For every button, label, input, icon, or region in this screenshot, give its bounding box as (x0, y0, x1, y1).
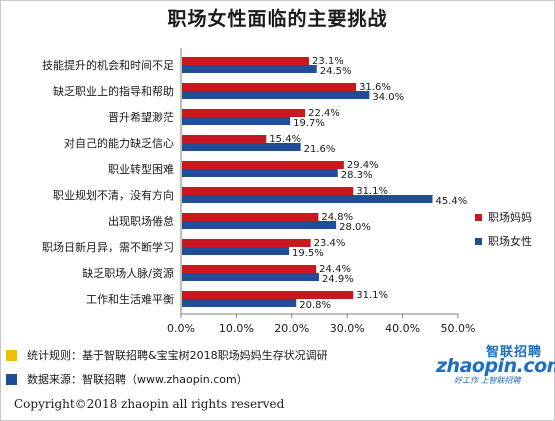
category-label: 晋升希望渺茫 (108, 110, 174, 124)
data-label-mothers: 22.4% (308, 108, 340, 119)
data-label-women: 21.6% (304, 144, 336, 155)
data-label-mothers: 24.8% (321, 212, 353, 223)
x-tick-label: 0.0% (167, 322, 195, 335)
bar-women (182, 195, 433, 203)
x-tick-label: 30.0% (330, 322, 365, 335)
category-label: 职业转型困难 (108, 162, 174, 176)
footnote-source: 数据来源：智联招聘（www.zhaopin.com） (6, 370, 328, 388)
data-label-mothers: 31.6% (359, 82, 391, 93)
data-label-mothers: 23.1% (312, 56, 344, 67)
bar-women (182, 273, 319, 281)
bar-mothers (182, 291, 354, 299)
data-label-women: 28.0% (339, 222, 371, 233)
bar-women (182, 143, 301, 151)
category-label: 对自己的能力缺乏信心 (64, 136, 174, 150)
bar-mothers (182, 187, 354, 195)
zhaopin-logo: 智联招聘 zhaopin.com 好工作 上智联招聘 (436, 341, 555, 387)
legend-item-women: 职场女性 (475, 233, 532, 249)
data-label-mothers: 15.4% (269, 134, 301, 145)
footnotes: 统计规则：基于智联招聘&宝宝树2018职场妈妈生存状况调研 数据来源：智联招聘（… (6, 346, 328, 394)
logo-slogan: 好工作 上智联招聘 (454, 376, 521, 385)
category-label: 工作和生活难平衡 (86, 292, 174, 306)
data-label-women: 19.5% (292, 248, 324, 259)
data-label-women: 19.7% (293, 118, 325, 129)
x-tick-label: 10.0% (219, 322, 254, 335)
data-label-women: 20.8% (299, 300, 331, 311)
data-label-women: 28.3% (341, 170, 373, 181)
data-label-women: 24.5% (320, 66, 352, 77)
bar-women (182, 65, 317, 73)
bar-chart: 0.0% 10.0% 20.0% 30.0% 40.0% 50.0% 技能提升的机会和时间不… (42, 48, 476, 335)
footnote-source-text: 数据来源：智联招聘（www.zhaopin.com） (27, 373, 248, 386)
data-label-mothers: 24.4% (319, 264, 351, 275)
bar-women (182, 169, 338, 177)
category-label: 职场日新月异，需不断学习 (42, 240, 174, 254)
blue-square-icon (6, 373, 17, 385)
x-tick-label: 50.0% (441, 322, 476, 335)
data-label-mothers: 31.1% (356, 186, 388, 197)
category-label: 职业规划不清，没有方向 (53, 188, 174, 202)
legend-label-mothers: 职场妈妈 (488, 211, 532, 224)
bar-women (182, 247, 290, 255)
data-label-mothers: 23.4% (314, 238, 346, 249)
legend-item-mothers: 职场妈妈 (475, 209, 532, 225)
logo-main-text: zhaopin.com (436, 355, 555, 377)
bar-mothers (182, 213, 319, 221)
bar-mothers (182, 135, 267, 143)
category-label: 缺乏职场人脉/资源 (82, 266, 174, 280)
bar-women (182, 299, 297, 307)
bar-women (182, 221, 337, 229)
yellow-square-icon (6, 349, 17, 361)
bar-women (182, 117, 291, 125)
data-label-mothers: 31.1% (356, 290, 388, 301)
x-tick-label: 20.0% (274, 322, 309, 335)
category-label: 缺乏职业上的指导和帮助 (53, 84, 174, 98)
data-label-mothers: 29.4% (347, 160, 379, 171)
category-label: 技能提升的机会和时间不足 (42, 58, 174, 72)
bar-mothers (182, 161, 344, 169)
category-label: 出现职场倦怠 (108, 214, 174, 228)
chart-title: 职场女性面临的主要挑战 (167, 8, 388, 30)
bar-mothers (182, 83, 357, 91)
bar-mothers (182, 57, 309, 65)
data-label-women: 45.4% (436, 196, 468, 207)
bar-mothers (182, 109, 306, 117)
footnote-rule-text: 统计规则：基于智联招聘&宝宝树2018职场妈妈生存状况调研 (27, 349, 328, 362)
data-label-women: 24.9% (322, 274, 354, 285)
bar-mothers (182, 265, 317, 273)
legend-swatch-women (475, 237, 482, 245)
x-tick-label: 40.0% (385, 322, 420, 335)
logo-cn-text: 智联招聘 (485, 345, 542, 360)
legend-label-women: 职场女性 (488, 235, 532, 248)
data-label-women: 34.0% (372, 92, 404, 103)
bar-mothers (182, 239, 311, 247)
copyright-text: Copyright©2018 zhaopin all rights reserv… (14, 397, 285, 411)
footnote-rule: 统计规则：基于智联招聘&宝宝树2018职场妈妈生存状况调研 (6, 346, 328, 364)
bar-women (182, 91, 370, 99)
legend-swatch-mothers (475, 213, 482, 221)
